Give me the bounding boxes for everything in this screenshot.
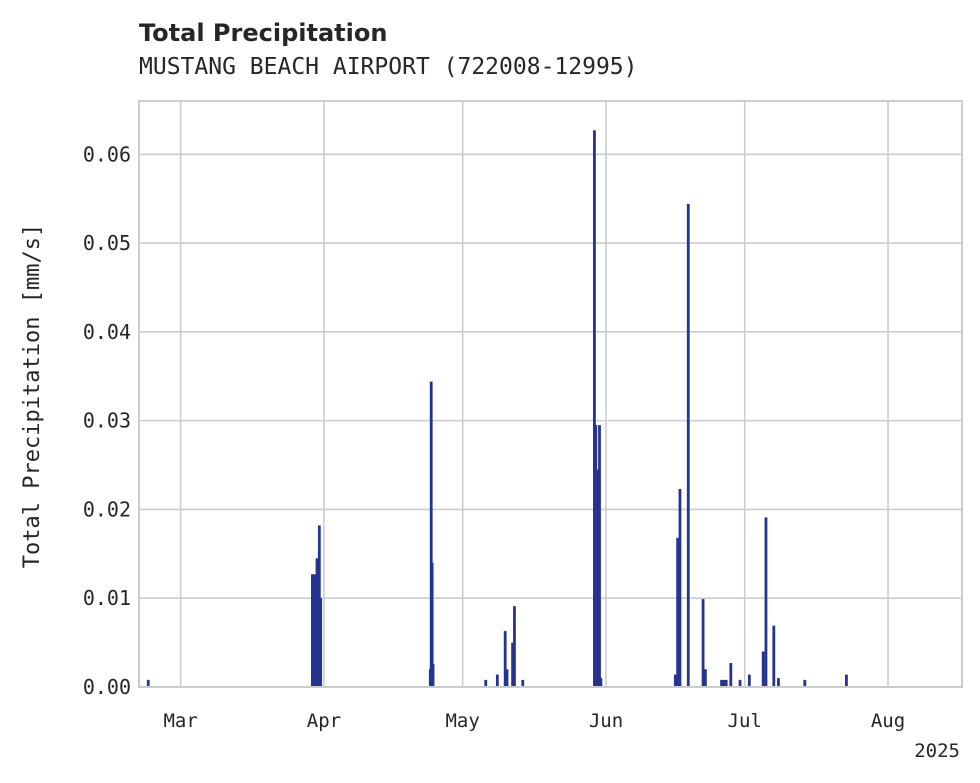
precipitation-bar — [593, 130, 596, 688]
x-tick-label: May — [445, 710, 479, 732]
precipitation-bar — [431, 663, 435, 687]
precipitation-bar — [729, 663, 733, 687]
precipitation-bar — [484, 679, 488, 687]
precipitation-bar — [673, 674, 677, 687]
x-tick-label: Apr — [307, 710, 341, 732]
precipitation-bar — [429, 381, 433, 687]
precipitation-bar — [738, 679, 742, 687]
precipitation-bar — [724, 679, 728, 687]
precipitation-bar — [845, 674, 848, 687]
precipitation-bar — [772, 625, 776, 687]
y-tick-label: 0.04 — [83, 320, 131, 344]
precipitation-bar — [503, 631, 507, 687]
precipitation-bar — [310, 574, 314, 687]
precipitation-bar — [701, 599, 705, 687]
chart-subtitle: MUSTANG BEACH AIRPORT (722008-12995) — [139, 54, 638, 80]
chart-title: Total Precipitation — [139, 19, 387, 47]
precipitation-bar — [521, 679, 525, 687]
x-tick-label: Jun — [589, 710, 623, 732]
y-tick-label: 0.03 — [83, 409, 131, 433]
precipitation-bar — [513, 606, 516, 687]
precipitation-bar — [777, 678, 780, 687]
precipitation-bar — [505, 669, 509, 687]
precipitation-bar — [319, 598, 323, 687]
precipitation-bar — [676, 537, 680, 687]
precipitation-bar — [599, 678, 603, 687]
precipitation-bar — [747, 674, 751, 687]
x-tick-label: Aug — [871, 710, 905, 732]
y-tick-label: 0.06 — [83, 142, 131, 166]
precipitation-bar — [598, 425, 601, 687]
precipitation-bar — [315, 558, 319, 687]
precipitation-bar — [594, 425, 598, 687]
precipitation-bars — [146, 130, 848, 688]
y-tick-label: 0.02 — [83, 497, 131, 521]
precipitation-bar — [686, 203, 690, 687]
y-axis-ticks: 0.00 0.01 0.02 0.03 0.04 0.05 0.06 — [83, 142, 131, 699]
precipitation-bar — [495, 674, 499, 687]
y-axis-label: Total Precipitation [mm/s] — [20, 224, 45, 568]
precipitation-bar — [430, 562, 434, 687]
precipitation-bar — [720, 679, 723, 687]
x-tick-label: Mar — [163, 710, 197, 732]
precipitation-bar — [313, 574, 317, 687]
precipitation-bar — [678, 489, 682, 687]
x-axis-ticks: Mar Apr May Jun Jul Aug — [163, 710, 905, 732]
x-axis-year-label: 2025 — [914, 740, 960, 762]
precipitation-bar — [803, 679, 807, 687]
precipitation-bar — [761, 651, 765, 687]
y-tick-label: 0.05 — [83, 231, 131, 255]
y-tick-label: 0.00 — [83, 675, 131, 699]
x-tick-label: Jul — [728, 710, 762, 732]
grid-lines — [139, 101, 962, 688]
plot-frame — [138, 100, 963, 688]
precipitation-bar — [703, 669, 707, 687]
precipitation-bar — [511, 642, 514, 687]
precipitation-bar — [764, 517, 768, 687]
y-tick-label: 0.01 — [83, 586, 131, 610]
precipitation-bar — [722, 679, 726, 687]
precipitation-bar — [146, 679, 150, 687]
